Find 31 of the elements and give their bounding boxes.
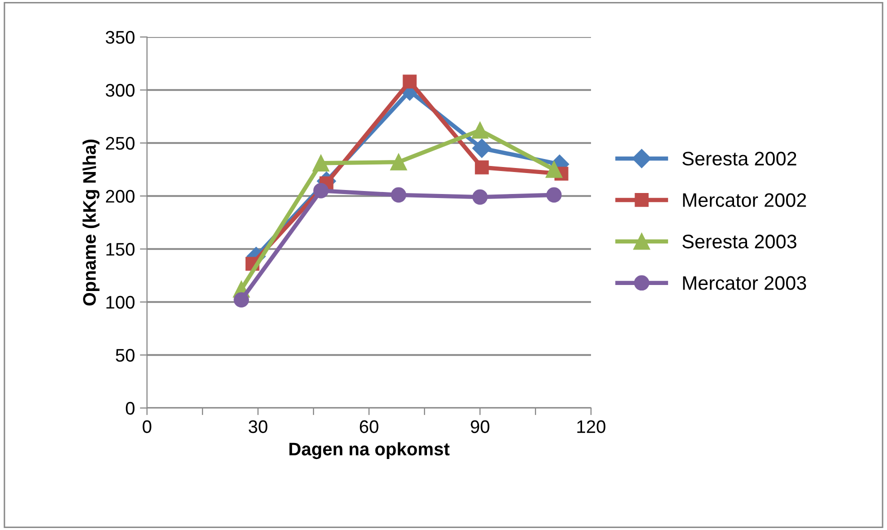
y-tick-label: 0 bbox=[126, 402, 134, 415]
x-tick-label: 60 bbox=[360, 420, 378, 434]
x-tick-label: 0 bbox=[142, 420, 152, 434]
y-tick-label: 250 bbox=[106, 136, 134, 150]
point bbox=[472, 189, 488, 205]
y-tick-label: 150 bbox=[106, 242, 134, 256]
y-tick-label: 50 bbox=[116, 348, 134, 362]
y-tick-label: 300 bbox=[106, 84, 134, 97]
point bbox=[402, 74, 417, 88]
y-axis-title: Opname (kKg N\ha) bbox=[82, 140, 100, 306]
point bbox=[472, 138, 492, 158]
y-tick-label: 200 bbox=[106, 190, 134, 203]
y-tick-label: 100 bbox=[106, 296, 134, 309]
point bbox=[313, 183, 329, 198]
legend-label: Seresta 2002 bbox=[682, 152, 796, 166]
x-tick-label: 90 bbox=[470, 420, 490, 434]
x-axis-title: Dagen na opkomst bbox=[289, 442, 450, 460]
legend-label: Mercator 2002 bbox=[683, 193, 806, 207]
y-tick-label: 350 bbox=[106, 30, 134, 44]
point bbox=[390, 154, 407, 170]
point bbox=[312, 154, 330, 172]
point bbox=[234, 292, 249, 308]
point bbox=[546, 161, 562, 178]
point bbox=[390, 187, 406, 203]
point bbox=[546, 187, 562, 203]
legend-label: Seresta 2003 bbox=[682, 234, 796, 248]
x-tick-label: 120 bbox=[577, 420, 606, 434]
legend-label: Mercator 2003 bbox=[683, 276, 806, 290]
x-tick-label: 30 bbox=[248, 420, 268, 434]
point bbox=[474, 160, 489, 174]
point bbox=[472, 122, 488, 139]
